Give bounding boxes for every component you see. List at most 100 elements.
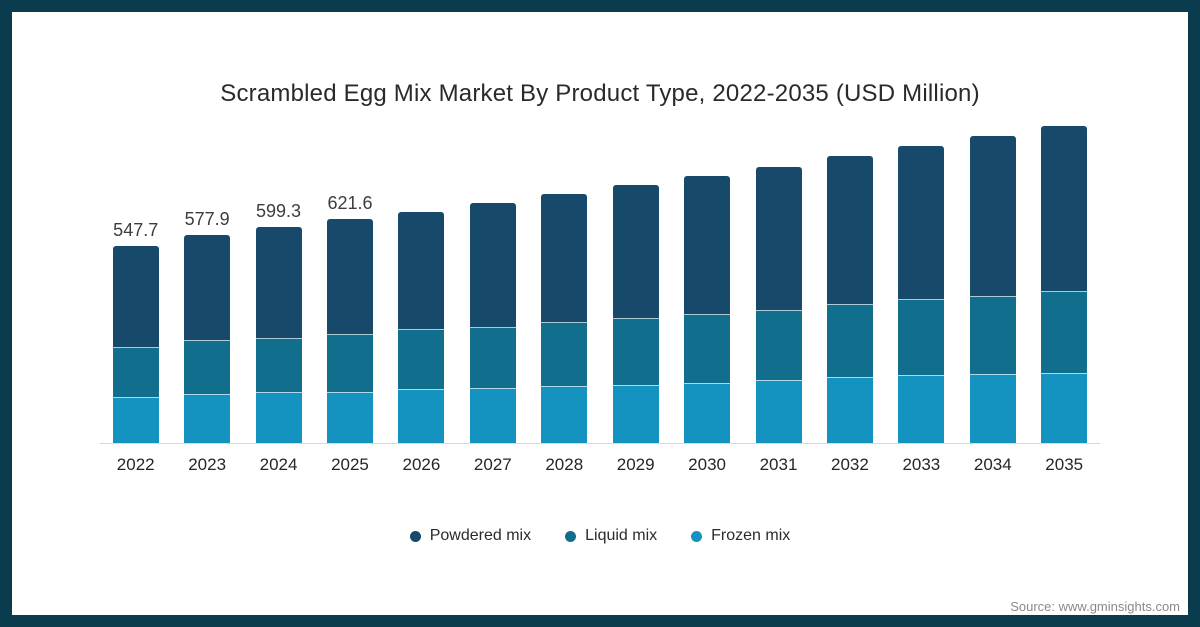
bar-slot-2030 bbox=[671, 113, 742, 443]
x-axis-label-2032: 2032 bbox=[831, 455, 869, 474]
stacked-bar-2023 bbox=[184, 234, 231, 443]
segment-frozen-mix-2032 bbox=[826, 377, 873, 443]
bar-slot-2028 bbox=[529, 113, 600, 443]
x-axis-labels: 2022 2023 2024 2025 2026 2027 2028 2029 2030 2031… bbox=[100, 455, 1100, 475]
segment-liquid-mix-2025 bbox=[326, 334, 373, 393]
legend: Powdered mix Liquid mix Frozen mix bbox=[12, 527, 1188, 545]
segment-frozen-mix-2028 bbox=[541, 386, 588, 443]
x-axis-label-2030: 2030 bbox=[688, 455, 726, 474]
x-axis-label-2029: 2029 bbox=[616, 455, 655, 474]
bar-slot-2023: 577.9 bbox=[171, 113, 242, 443]
stacked-bar-2024 bbox=[255, 227, 302, 443]
stacked-bar-2026 bbox=[398, 211, 445, 443]
legend-dot-icon bbox=[691, 530, 703, 542]
segment-liquid-mix-2022 bbox=[112, 347, 159, 397]
segment-powdered-mix-2030 bbox=[684, 176, 731, 314]
legend-label: Frozen mix bbox=[711, 527, 791, 544]
segment-powdered-mix-2022 bbox=[112, 245, 159, 348]
segment-powdered-mix-2024 bbox=[255, 227, 302, 338]
legend-item-powdered-mix: Powdered mix bbox=[409, 527, 532, 545]
bar-slot-2033 bbox=[886, 113, 957, 443]
stacked-bar-2030 bbox=[684, 176, 731, 443]
legend-item-liquid-mix: Liquid mix bbox=[565, 527, 657, 545]
legend-dot-icon bbox=[409, 530, 421, 542]
segment-frozen-mix-2025 bbox=[326, 392, 373, 443]
segment-powdered-mix-2034 bbox=[969, 135, 1016, 297]
segment-liquid-mix-2034 bbox=[969, 296, 1016, 375]
x-axis-label-2027: 2027 bbox=[473, 455, 512, 474]
segment-liquid-mix-2033 bbox=[898, 299, 945, 376]
x-axis-label-2031: 2031 bbox=[759, 455, 798, 474]
segment-liquid-mix-2027 bbox=[469, 326, 516, 388]
bar-slot-2025: 621.6 bbox=[314, 113, 385, 443]
segment-frozen-mix-2023 bbox=[184, 394, 231, 443]
segment-powdered-mix-2029 bbox=[612, 185, 659, 319]
segment-frozen-mix-2027 bbox=[469, 387, 516, 443]
segment-liquid-mix-2035 bbox=[1041, 290, 1088, 374]
segment-liquid-mix-2026 bbox=[398, 329, 445, 390]
bar-slot-2022: 547.7 bbox=[100, 113, 171, 443]
stacked-bar-2025 bbox=[326, 219, 373, 443]
bar-slot-2024: 599.3 bbox=[243, 113, 314, 443]
x-axis-label-2028: 2028 bbox=[545, 455, 584, 474]
bar-slot-2034 bbox=[957, 113, 1028, 443]
legend-dot-icon bbox=[565, 530, 577, 542]
segment-powdered-mix-2031 bbox=[755, 166, 802, 310]
x-axis-label-2035: 2035 bbox=[1045, 455, 1084, 474]
segment-liquid-mix-2029 bbox=[612, 318, 659, 385]
legend-label: Liquid mix bbox=[585, 527, 658, 544]
bar-slot-2035 bbox=[1028, 113, 1099, 443]
segment-liquid-mix-2024 bbox=[255, 337, 302, 393]
segment-frozen-mix-2034 bbox=[969, 374, 1016, 443]
bar-total-label-2022: 547.7 bbox=[113, 219, 159, 240]
stacked-bar-2022 bbox=[112, 245, 159, 443]
stacked-bar-2028 bbox=[541, 194, 588, 443]
segment-powdered-mix-2032 bbox=[826, 156, 873, 304]
segment-powdered-mix-2023 bbox=[184, 234, 231, 340]
segment-frozen-mix-2030 bbox=[684, 382, 731, 443]
segment-liquid-mix-2032 bbox=[826, 303, 873, 378]
segment-liquid-mix-2031 bbox=[755, 309, 802, 381]
segment-frozen-mix-2024 bbox=[255, 392, 302, 443]
segment-powdered-mix-2028 bbox=[541, 194, 588, 322]
segment-liquid-mix-2030 bbox=[684, 313, 731, 383]
bar-slot-2026 bbox=[386, 113, 457, 443]
x-axis-label-2026: 2026 bbox=[402, 455, 441, 474]
stacked-bar-2033 bbox=[898, 146, 945, 443]
x-axis-label-2025: 2025 bbox=[331, 455, 369, 474]
bar-total-label-2023: 577.9 bbox=[184, 208, 230, 229]
x-axis-label-2033: 2033 bbox=[902, 455, 941, 474]
x-axis-label-2022: 2022 bbox=[116, 455, 155, 474]
bar-total-label-2025: 621.6 bbox=[327, 193, 373, 214]
stacked-bar-2029 bbox=[612, 185, 659, 443]
segment-powdered-mix-2026 bbox=[398, 211, 445, 330]
segment-liquid-mix-2023 bbox=[184, 339, 231, 395]
bar-total-label-2024: 599.3 bbox=[256, 201, 302, 222]
segment-powdered-mix-2035 bbox=[1041, 126, 1088, 291]
bar-slot-2029 bbox=[600, 113, 671, 443]
x-axis-label-2034: 2034 bbox=[973, 455, 1012, 474]
segment-powdered-mix-2025 bbox=[326, 219, 373, 335]
bar-slot-2031 bbox=[743, 113, 814, 443]
segment-powdered-mix-2027 bbox=[469, 203, 516, 327]
stacked-bar-2034 bbox=[969, 135, 1016, 443]
stacked-bar-2035 bbox=[1041, 126, 1088, 443]
bar-slot-2027 bbox=[457, 113, 528, 443]
legend-item-frozen-mix: Frozen mix bbox=[691, 527, 790, 545]
stacked-bar-2032 bbox=[826, 156, 873, 443]
segment-frozen-mix-2022 bbox=[112, 396, 159, 443]
stacked-bar-2031 bbox=[755, 166, 802, 443]
segment-frozen-mix-2033 bbox=[898, 375, 945, 443]
segment-frozen-mix-2026 bbox=[398, 389, 445, 443]
x-axis-label-2024: 2024 bbox=[259, 455, 298, 474]
plot-area: 547.7 577.9 599.3 621.6 bbox=[100, 113, 1100, 444]
x-axis-label-2023: 2023 bbox=[188, 455, 227, 474]
legend-label: Powdered mix bbox=[429, 527, 532, 544]
segment-powdered-mix-2033 bbox=[898, 146, 945, 300]
segment-frozen-mix-2031 bbox=[755, 380, 802, 443]
bar-slot-2032 bbox=[814, 113, 885, 443]
source-attribution: Source: www.gminsights.com bbox=[1010, 599, 1180, 614]
stacked-bar-2027 bbox=[469, 203, 516, 443]
segment-liquid-mix-2028 bbox=[541, 321, 588, 387]
